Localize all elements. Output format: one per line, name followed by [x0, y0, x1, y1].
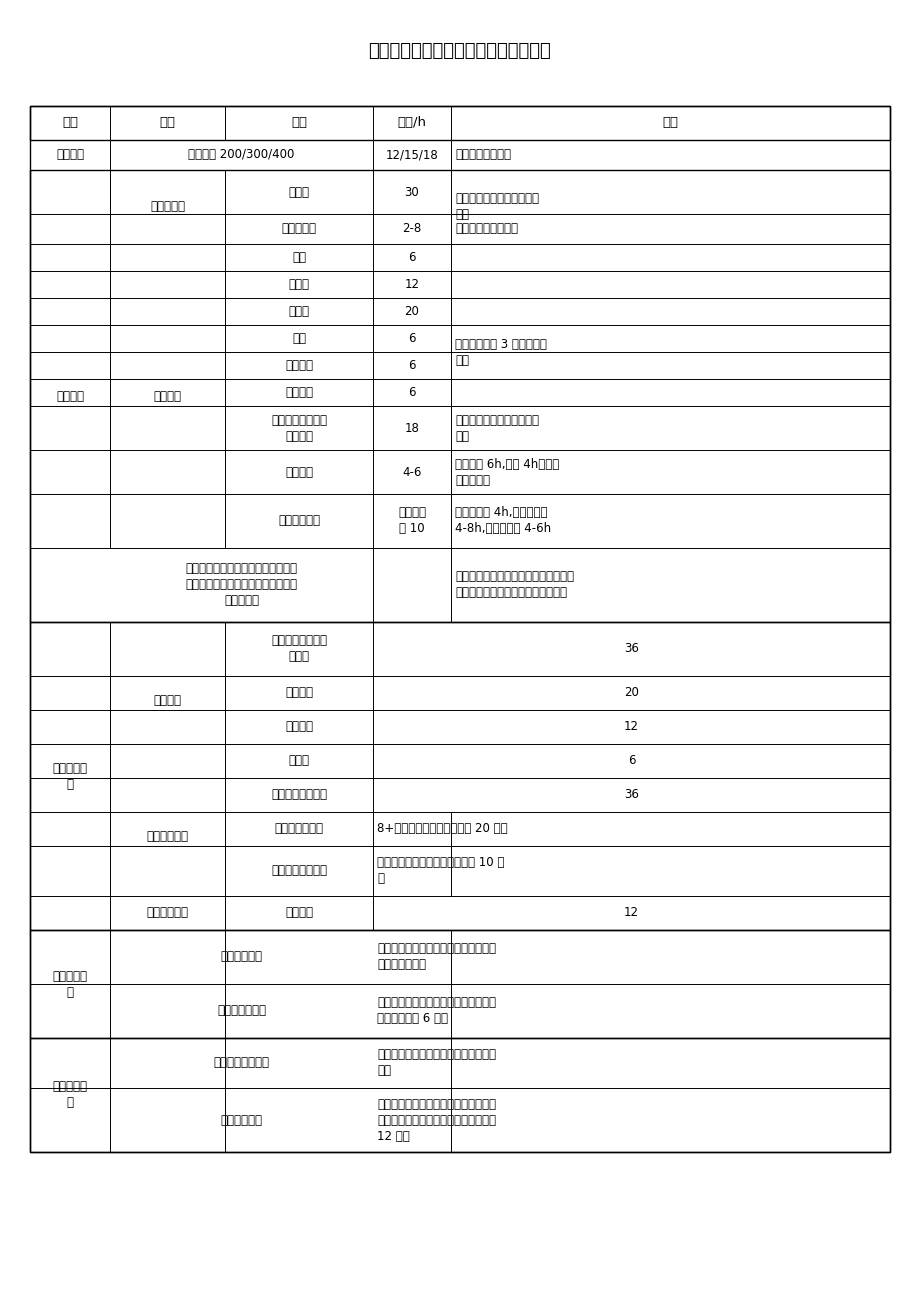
- Text: 男子七项全能女子
五项全能: 男子七项全能女子 五项全能: [271, 414, 326, 442]
- Text: 献血量达 200/300/400: 献血量达 200/300/400: [188, 148, 294, 161]
- Text: 4-6: 4-6: [402, 466, 421, 479]
- Text: 12/15/18: 12/15/18: [385, 148, 437, 161]
- Text: 学生组织任职: 学生组织任职: [146, 830, 188, 843]
- Text: 6: 6: [408, 251, 415, 264]
- Text: 陪伴导生: 陪伴导生: [285, 907, 312, 920]
- Text: 看台志愿者 4h,训练志愿者
4-8h,值班志愿者 4-6h: 看台志愿者 4h,训练志愿者 4-8h,值班志愿者 4-6h: [455, 506, 550, 536]
- Text: 宿舍长: 宿舍长: [289, 755, 309, 768]
- Text: 由校级组织开具证明，原则上不超过院
级同等任职时长: 由校级组织开具证明，原则上不超过院 级同等任职时长: [377, 942, 495, 972]
- Text: 12: 12: [623, 907, 639, 920]
- Text: 6: 6: [408, 332, 415, 345]
- Bar: [30, 105, 889, 1151]
- Text: 参加活动人员根据实际情况进行申请认
定，由学生组织申请、指导老师审批: 参加活动人员根据实际情况进行申请认 定，由学生组织申请、指导老师审批: [455, 571, 573, 600]
- Text: 社区活动、敬老活动、科普活动、英
语短剧大赛、心理剧比赛、辩论赛、
演讲比赛等: 社区活动、敬老活动、科普活动、英 语短剧大赛、心理剧比赛、辩论赛、 演讲比赛等: [186, 562, 297, 608]
- Text: 校外公益活动: 校外公益活动: [221, 1114, 262, 1127]
- Text: 临时性志愿者招募: 临时性志愿者招募: [213, 1056, 269, 1069]
- Text: 由主办方开具证明，经学院审核无异议
后进行登记，原则上每学年累计不超过
12 小时: 由主办方开具证明，经学院审核无异议 后进行登记，原则上每学年累计不超过 12 小…: [377, 1098, 495, 1142]
- Text: 无偿献血: 无偿献血: [56, 148, 84, 161]
- Bar: [30, 170, 889, 622]
- Text: 注：请假次数过多者将减少
时长: 注：请假次数过多者将减少 时长: [455, 193, 539, 221]
- Text: 12: 12: [623, 721, 639, 734]
- Text: 名称: 名称: [290, 117, 307, 130]
- Text: 30: 30: [404, 186, 419, 199]
- Text: 拔河: 拔河: [291, 332, 306, 345]
- Text: 根据工作量认定，每学年不超过 10 小
时: 根据工作量认定，每学年不超过 10 小 时: [377, 856, 504, 886]
- Text: 仰卧起坐: 仰卧起坐: [285, 386, 312, 399]
- Text: 6: 6: [408, 386, 415, 399]
- Text: 其他社会服
务: 其他社会服 务: [52, 1081, 87, 1110]
- Text: 6: 6: [408, 359, 415, 372]
- Text: 院学生组织志愿者: 院学生组织志愿者: [271, 864, 326, 877]
- Bar: [30, 622, 889, 930]
- Bar: [30, 141, 889, 170]
- Text: 注：如有项目弃权，将减少
时长: 注：如有项目弃权，将减少 时长: [455, 414, 539, 442]
- Text: 个人单项: 个人单项: [285, 466, 312, 479]
- Text: 表演者: 表演者: [289, 186, 309, 199]
- Text: 项目: 项目: [159, 117, 176, 130]
- Text: 成才陪伴团队: 成才陪伴团队: [146, 907, 188, 920]
- Text: 广播操: 广播操: [289, 278, 309, 291]
- Text: 新舞、炫舞: 新舞、炫舞: [150, 200, 185, 213]
- Text: 6: 6: [627, 755, 634, 768]
- Text: 校级学生服
务: 校级学生服 务: [52, 969, 87, 998]
- Text: 引体向上: 引体向上: [285, 359, 312, 372]
- Bar: [30, 930, 889, 1038]
- Text: 校级活动志愿者: 校级活动志愿者: [217, 1004, 266, 1017]
- Text: 备注: 备注: [662, 117, 678, 130]
- Text: 注：请假超过 3 次取消志愿
时长: 注：请假超过 3 次取消志愿 时长: [455, 337, 546, 367]
- Text: 校级组织任职: 校级组织任职: [221, 951, 262, 964]
- Text: 班级任职: 班级任职: [153, 693, 181, 706]
- Text: 方阵: 方阵: [291, 251, 306, 264]
- Text: 光电科学与工程学院志愿活动时长一览: 光电科学与工程学院志愿活动时长一览: [369, 42, 550, 60]
- Text: 累计不超
过 10: 累计不超 过 10: [398, 506, 425, 536]
- Text: 院级学生服
务: 院级学生服 务: [52, 761, 87, 791]
- Text: 18: 18: [404, 422, 419, 435]
- Text: 其他班委: 其他班委: [285, 721, 312, 734]
- Text: 12: 12: [404, 278, 419, 291]
- Text: 类别: 类别: [62, 117, 78, 130]
- Text: 根据参与训练次数计: 根据参与训练次数计: [455, 222, 517, 235]
- Text: 时长/h: 时长/h: [397, 117, 426, 130]
- Text: 训练志愿者: 训练志愿者: [281, 222, 316, 235]
- Text: 2-8: 2-8: [402, 222, 421, 235]
- Text: 校运动会: 校运动会: [153, 389, 181, 402]
- Text: 由院青协进行招募，招募时会发布志愿
时长: 由院青协进行招募，招募时会发布志愿 时长: [377, 1049, 495, 1077]
- Text: 注：按献血量划分: 注：按献血量划分: [455, 148, 510, 161]
- Text: 20: 20: [623, 687, 638, 700]
- Text: 8+评议时长，每学年不超过 20 小时: 8+评议时长，每学年不超过 20 小时: [377, 822, 507, 835]
- Text: 36: 36: [623, 788, 638, 801]
- Text: 院学生组织主席团: 院学生组织主席团: [271, 788, 326, 801]
- Bar: [30, 105, 889, 141]
- Bar: [30, 1038, 889, 1151]
- Text: 由相关组织或部门开具证明，原则上单
人单天不超过 6 小时: 由相关组织或部门开具证明，原则上单 人单天不超过 6 小时: [377, 997, 495, 1025]
- Text: 院学生组织部长: 院学生组织部长: [274, 822, 323, 835]
- Text: 36: 36: [623, 643, 638, 656]
- Text: 班长、团支书、班
级助理: 班长、团支书、班 级助理: [271, 635, 326, 664]
- Text: 运动会志愿者: 运动会志愿者: [278, 514, 320, 527]
- Text: 20: 20: [404, 304, 419, 317]
- Text: 跳大绳: 跳大绳: [289, 304, 309, 317]
- Text: 学习委员: 学习委员: [285, 687, 312, 700]
- Text: 注：长跑 6h,其余 4h；接力
赛算在此列: 注：长跑 6h,其余 4h；接力 赛算在此列: [455, 458, 559, 487]
- Text: 学生活动: 学生活动: [56, 389, 84, 402]
